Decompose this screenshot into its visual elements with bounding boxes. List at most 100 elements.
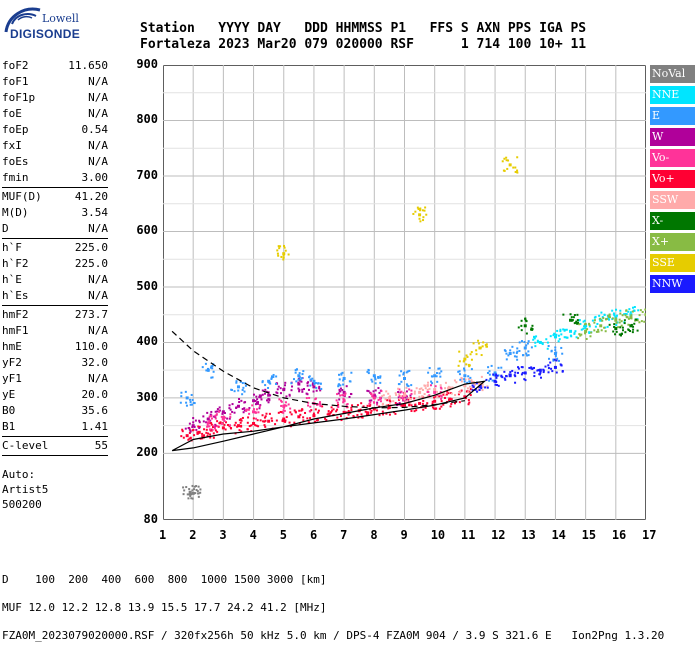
data-point-cloud [514, 371, 517, 374]
data-point-cloud [256, 402, 259, 405]
series-x- [517, 313, 639, 337]
data-point-cloud [589, 335, 592, 338]
data-point-cloud [583, 325, 586, 328]
data-point-cloud [337, 403, 340, 406]
data-point-cloud [338, 373, 341, 376]
data-point-cloud [554, 354, 557, 357]
data-point-cloud [530, 346, 533, 349]
param-value: N/A [88, 155, 108, 168]
data-point-cloud [389, 403, 392, 406]
data-point-cloud [614, 333, 617, 336]
data-point-cloud [309, 379, 312, 382]
data-point-cloud [223, 423, 226, 426]
data-point-cloud [347, 413, 350, 416]
data-point-cloud [302, 416, 305, 419]
data-point-cloud [279, 245, 282, 248]
data-point-cloud [421, 402, 424, 405]
data-point-cloud [601, 319, 604, 322]
data-point-cloud [301, 377, 304, 380]
data-point-cloud [554, 349, 557, 352]
data-point-cloud [216, 425, 219, 428]
data-point-cloud [463, 380, 466, 383]
data-point-cloud [604, 330, 607, 333]
data-point-cloud [258, 396, 261, 399]
data-point-cloud [470, 379, 473, 382]
data-point-cloud [480, 387, 483, 390]
data-point-cloud [547, 344, 550, 347]
data-point-cloud [195, 485, 198, 488]
data-point-cloud [489, 377, 492, 380]
data-point [282, 417, 286, 421]
data-point-cloud [608, 313, 611, 316]
data-point-cloud [184, 390, 187, 393]
series-sse [276, 156, 519, 368]
x-tick-label: 9 [400, 528, 408, 542]
data-point [418, 390, 422, 394]
data-point-cloud [294, 371, 297, 374]
data-point [463, 357, 467, 361]
legend: NoVal NNE E W Vo- Vo+ SSW X- X+ SSE NNW [650, 65, 695, 296]
data-point-cloud [336, 393, 339, 396]
data-point-cloud [374, 382, 377, 385]
data-point-cloud [466, 355, 469, 358]
data-point-cloud [418, 209, 421, 212]
param-name: h`F [2, 241, 22, 254]
data-point-cloud [516, 371, 519, 374]
data-point-cloud [527, 354, 530, 357]
data-point-cloud [428, 394, 431, 397]
data-point-cloud [593, 321, 596, 324]
data-point-cloud [290, 389, 293, 392]
data-point-cloud [188, 437, 191, 440]
data-point-cloud [216, 408, 219, 411]
data-point-cloud [352, 415, 355, 418]
data-point-cloud [275, 419, 278, 422]
data-point-cloud [541, 343, 544, 346]
data-point-cloud [408, 369, 411, 372]
data-point-cloud [338, 388, 341, 391]
data-point-cloud [229, 416, 232, 419]
data-point-cloud [261, 393, 264, 396]
data-point-cloud [557, 340, 560, 343]
data-point-cloud [233, 411, 236, 414]
data-point-cloud [618, 318, 621, 321]
data-point-cloud [447, 398, 450, 401]
param-row: h`F2 225.0 [2, 256, 108, 272]
data-point-cloud [473, 383, 476, 386]
data-point [493, 371, 497, 375]
data-point-cloud [398, 374, 401, 377]
data-point-cloud [284, 249, 287, 252]
data-point-cloud [514, 375, 517, 378]
data-point-cloud [258, 394, 261, 397]
station-header: Station YYYY DAY DDD HHMMSS P1 FFS S AXN… [140, 21, 594, 53]
logo-swirl-icon [4, 7, 41, 33]
data-point [197, 430, 201, 434]
data-point-cloud [307, 401, 310, 404]
data-point-cloud [413, 392, 416, 395]
data-point-cloud [336, 401, 339, 404]
data-point-cloud [356, 414, 359, 417]
data-point-cloud [230, 427, 233, 430]
param-row: h`F 225.0 [2, 240, 108, 256]
data-point-cloud [264, 388, 267, 391]
data-point-cloud [488, 370, 491, 373]
data-point-cloud [470, 358, 473, 361]
data-point-cloud [441, 391, 444, 394]
data-point-cloud [615, 324, 618, 327]
data-point-cloud [481, 389, 484, 392]
data-point-cloud [538, 373, 541, 376]
data-point-cloud [242, 411, 245, 414]
data-point-cloud [368, 404, 371, 407]
data-point-cloud [471, 380, 474, 383]
data-point-cloud [584, 332, 587, 335]
param-name: B0 [2, 404, 16, 417]
data-point-cloud [216, 420, 219, 423]
data-point-cloud [268, 381, 271, 384]
data-point-cloud [435, 396, 438, 399]
data-point-cloud [509, 349, 512, 352]
data-point-cloud [331, 409, 334, 412]
data-point-cloud [189, 436, 192, 439]
data-point-cloud [641, 311, 644, 314]
data-point-cloud [315, 389, 318, 392]
param-row: B1 1.41 [2, 419, 108, 435]
data-point-cloud [210, 365, 213, 368]
